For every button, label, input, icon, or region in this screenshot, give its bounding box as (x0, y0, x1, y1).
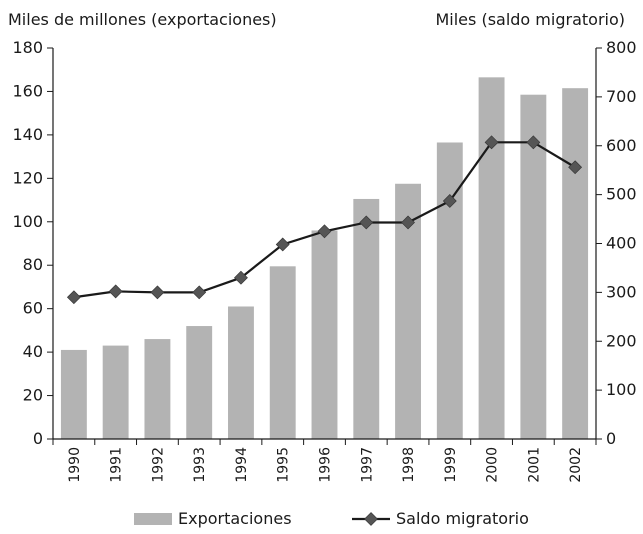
line-marker-2001 (526, 135, 541, 150)
x-tick-label-1992: 1992 (150, 447, 166, 483)
right-axis-title: Miles (saldo migratorio) (435, 10, 625, 29)
line-marker-2000 (484, 135, 499, 150)
bar-2001 (520, 94, 547, 440)
right-tick-label-400: 400 (606, 234, 637, 253)
left-tick-label-60: 60 (23, 299, 43, 318)
left-tick-label-100: 100 (12, 212, 43, 231)
bar-2002 (562, 88, 589, 440)
line-marker-1990 (66, 290, 81, 305)
bar-1997 (353, 198, 380, 439)
x-tick-label-1994: 1994 (234, 447, 250, 483)
x-tick-label-2000: 2000 (485, 447, 501, 483)
right-tick-label-600: 600 (606, 136, 637, 155)
left-tick-label-80: 80 (23, 255, 43, 274)
line-marker-1992 (150, 285, 165, 300)
bars-group (60, 77, 589, 440)
right-tick-label-300: 300 (606, 282, 637, 301)
legend-label-saldo-migratorio: Saldo migratorio (396, 509, 529, 528)
legend-swatch-exportaciones (134, 513, 172, 525)
legend: Exportaciones Saldo migratorio (134, 509, 529, 528)
bar-1995 (269, 266, 296, 439)
x-tick-label-1990: 1990 (67, 447, 83, 483)
line-marker-1998 (401, 215, 415, 230)
left-tick-label-120: 120 (12, 168, 43, 187)
bar-1999 (436, 142, 463, 439)
right-tick-label-500: 500 (606, 185, 637, 204)
right-tick-label-200: 200 (606, 331, 637, 350)
x-tick-label-1993: 1993 (192, 447, 208, 483)
right-tick-label-800: 800 (606, 38, 637, 57)
left-axis-title: Miles de millones (exportaciones) (8, 10, 277, 29)
left-tick-label-40: 40 (23, 342, 43, 361)
right-tick-label-0: 0 (606, 429, 616, 448)
line-marker-2002 (568, 160, 583, 175)
line-marker-1993 (192, 285, 207, 300)
x-tick-label-1996: 1996 (318, 447, 334, 483)
x-tick-label-2001: 2001 (526, 447, 542, 483)
bar-1993 (186, 326, 213, 439)
right-tick-label-100: 100 (606, 380, 637, 399)
axes-group: 0 20 40 60 80 100 120 140 160 180 0 100 200 300 400 500… (12, 38, 636, 483)
bar-1994 (228, 306, 254, 439)
line-marker-1995 (275, 237, 290, 252)
line-series-group (66, 135, 583, 305)
bar-1996 (311, 230, 338, 439)
left-tick-label-20: 20 (23, 386, 43, 405)
x-tick-label-1998: 1998 (401, 447, 417, 483)
left-tick-label-160: 160 (12, 81, 43, 100)
bar-1990 (60, 349, 87, 439)
line-marker-1994 (234, 270, 248, 285)
x-tick-label-1997: 1997 (359, 447, 375, 483)
line-marker-1996 (317, 224, 332, 239)
legend-label-exportaciones: Exportaciones (178, 509, 292, 528)
line-marker-1991 (108, 284, 123, 299)
line-marker-1997 (359, 215, 374, 230)
left-tick-label-180: 180 (12, 38, 43, 57)
bar-1992 (144, 339, 171, 439)
x-tick-label-1995: 1995 (276, 447, 292, 483)
x-tick-label-1991: 1991 (109, 447, 125, 483)
bar-1991 (102, 345, 129, 439)
right-tick-label-700: 700 (606, 87, 637, 106)
bar-2000 (478, 77, 505, 439)
left-tick-label-140: 140 (12, 125, 43, 144)
line-marker-1999 (442, 194, 457, 208)
left-tick-label-0: 0 (33, 429, 43, 448)
x-tick-label-2002: 2002 (568, 447, 584, 483)
legend-marker-saldo (364, 512, 378, 526)
x-tick-label-1999: 1999 (443, 447, 459, 483)
